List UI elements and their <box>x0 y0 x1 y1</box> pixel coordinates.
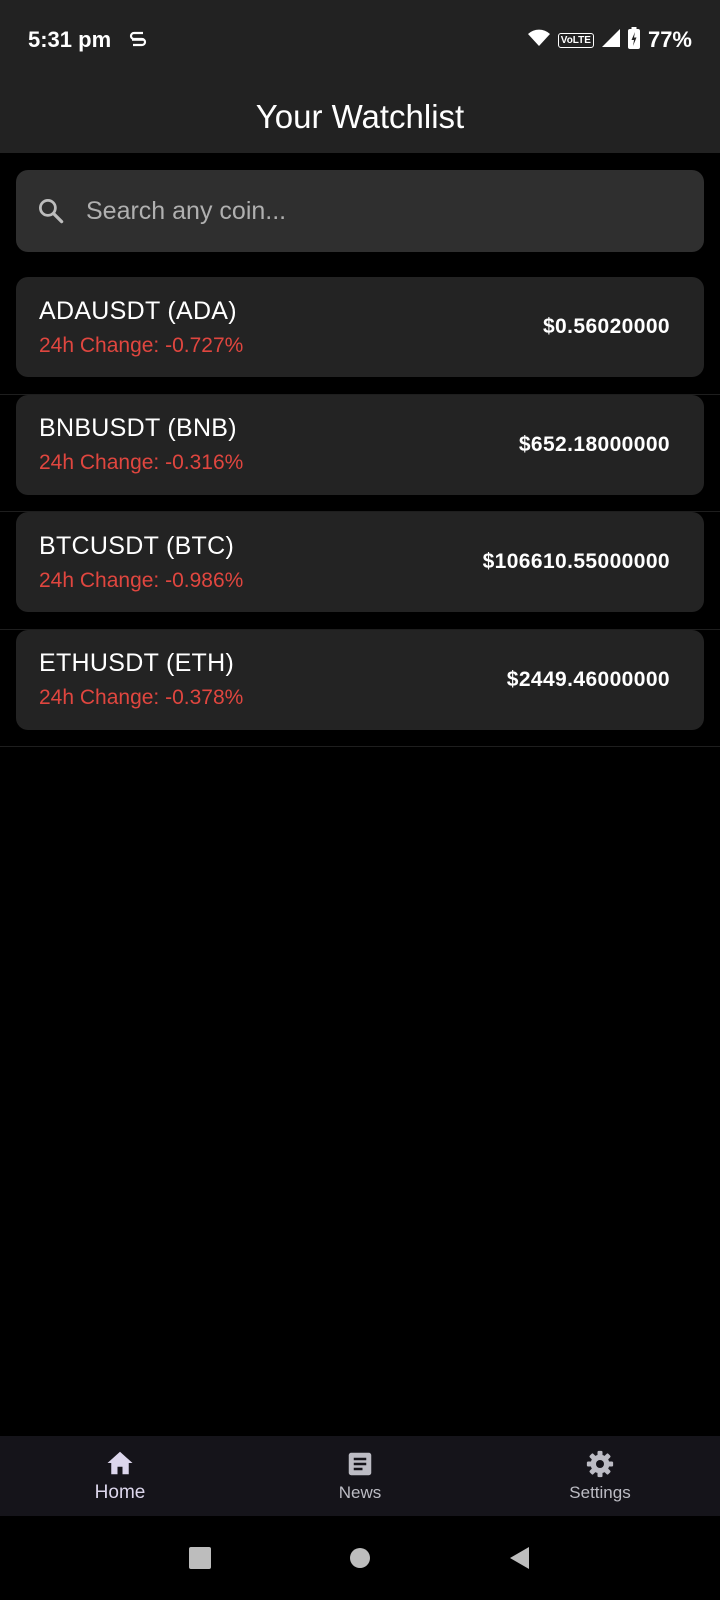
news-icon <box>345 1449 375 1479</box>
coin-change: 24h Change: -0.316% <box>39 451 244 474</box>
coin-change: 24h Change: -0.378% <box>39 686 244 709</box>
nav-item-news[interactable]: News <box>240 1436 480 1516</box>
search-box[interactable] <box>16 170 704 252</box>
nav-label-home: Home <box>94 1482 146 1503</box>
coin-info: ADAUSDT (ADA) 24h Change: -0.727% <box>39 297 243 358</box>
recents-button[interactable] <box>188 1546 212 1570</box>
coin-list: ADAUSDT (ADA) 24h Change: -0.727% $0.560… <box>0 277 720 747</box>
wifi-icon <box>527 29 550 52</box>
coin-card-ada[interactable]: ADAUSDT (ADA) 24h Change: -0.727% $0.560… <box>16 277 704 377</box>
coin-row: ETHUSDT (ETH) 24h Change: -0.378% $2449.… <box>0 629 720 747</box>
search-input[interactable] <box>86 181 704 241</box>
status-time: 5:31 pm <box>28 27 112 52</box>
nav-item-home[interactable]: Home <box>0 1436 240 1516</box>
battery-icon <box>627 26 640 54</box>
coin-card-btc[interactable]: BTCUSDT (BTC) 24h Change: -0.986% $10661… <box>16 512 704 612</box>
page-title: Your Watchlist <box>255 97 465 135</box>
coin-price: $652.18000000 <box>518 432 670 456</box>
coin-row: BNBUSDT (BNB) 24h Change: -0.316% $652.1… <box>0 394 720 512</box>
nav-label-news: News <box>338 1483 382 1502</box>
nav-label-settings: Settings <box>569 1483 631 1502</box>
battery-percentage: 77% <box>647 27 692 52</box>
home-icon <box>105 1448 135 1478</box>
coin-row: BTCUSDT (BTC) 24h Change: -0.986% $10661… <box>0 512 720 630</box>
coin-name: BNBUSDT (BNB) <box>39 414 237 442</box>
coin-change: 24h Change: -0.986% <box>39 568 244 592</box>
coin-change: 24h Change: -0.727% <box>39 333 244 357</box>
home-button[interactable] <box>348 1546 372 1570</box>
app-bar: Your Watchlist <box>0 80 720 153</box>
status-icons: VoLTE 77% <box>527 26 692 54</box>
back-button[interactable] <box>508 1546 532 1570</box>
nav-item-settings[interactable]: Settings <box>480 1436 720 1516</box>
coin-price: $0.56020000 <box>542 315 670 338</box>
status-bar: 5:31 pm VoLTE <box>0 0 720 80</box>
coin-row: ADAUSDT (ADA) 24h Change: -0.727% $0.560… <box>0 277 720 395</box>
coin-info: ETHUSDT (ETH) 24h Change: -0.378% <box>39 649 243 710</box>
search-icon <box>36 196 66 226</box>
coin-name: BTCUSDT (BTC) <box>39 531 235 560</box>
s-icon <box>129 29 147 51</box>
bottom-nav: Home News <box>0 1436 720 1516</box>
system-nav <box>0 1516 720 1600</box>
coin-info: BNBUSDT (BNB) 24h Change: -0.316% <box>39 414 243 475</box>
coin-card-eth[interactable]: ETHUSDT (ETH) 24h Change: -0.378% $2449.… <box>16 629 704 730</box>
coin-price: $106610.55000000 <box>482 550 670 573</box>
coin-info: BTCUSDT (BTC) 24h Change: -0.986% <box>39 532 243 593</box>
signal-icon <box>601 28 620 52</box>
coin-name: ETHUSDT (ETH) <box>39 649 235 677</box>
coin-card-bnb[interactable]: BNBUSDT (BNB) 24h Change: -0.316% $652.1… <box>16 394 704 495</box>
coin-price: $2449.46000000 <box>506 667 670 691</box>
coin-name: ADAUSDT (ADA) <box>39 296 237 325</box>
gear-icon <box>585 1449 615 1479</box>
volte-icon: VoLTE <box>557 32 594 48</box>
